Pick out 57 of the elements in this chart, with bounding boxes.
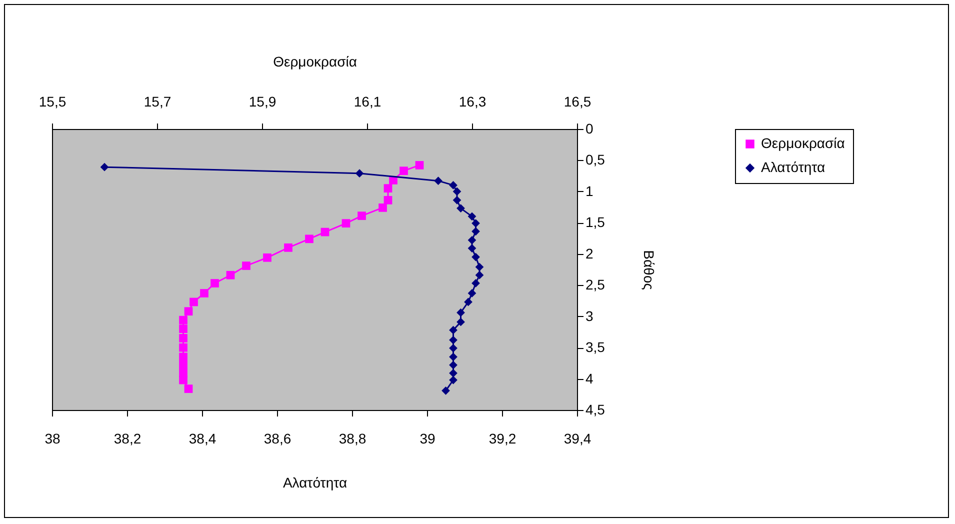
point [449,368,458,378]
y-tick-label: 4 [586,370,594,386]
x2-tick-label: 15,5 [38,94,66,110]
x2-axis-title: Θερμοκρασία [273,54,357,70]
point [449,360,458,370]
x-tick-label: 39,2 [488,430,516,446]
y-tick-label: 2 [586,245,594,262]
point [468,236,476,244]
legend-label: Θερμοκρασία [761,135,845,151]
point [452,196,462,204]
point [449,344,458,352]
point [100,162,109,172]
point [449,352,458,362]
point [468,244,476,252]
point [456,318,465,326]
point [456,204,465,212]
x2-tick-label: 15,9 [248,94,276,110]
y-tick-label: 3,5 [586,339,606,356]
legend-label: Αλατότητα [761,159,826,175]
point [449,326,458,334]
point [472,219,480,228]
y-tick-label: 1,5 [586,214,606,230]
x-tick-label: 38,2 [114,430,142,446]
point [456,308,465,317]
point [475,262,484,272]
point [355,169,364,178]
point [472,279,480,288]
point [472,227,480,236]
y-tick-label: 3 [586,308,594,324]
x2-tick-label: 16,5 [564,94,592,110]
x-axis-title: Αλατότητα [282,474,348,490]
point [449,336,458,344]
y-tick-label: 1 [586,182,594,199]
y-tick-label: 4,5 [586,402,606,418]
x-tick-label: 38,4 [188,430,216,446]
x2-tick-label: 16,1 [354,94,382,110]
x-tick-label: 38 [44,430,60,446]
point [468,289,476,298]
point [449,181,458,190]
x2-tick-label: 15,7 [144,94,172,110]
point [468,212,476,221]
x-tick-label: 39,4 [564,430,592,446]
point [452,187,462,196]
y-axis-title: Βάθος [640,250,657,290]
point [434,176,442,186]
y-tick-label: 0 [586,120,594,136]
y-tick-label: 0,5 [586,152,606,168]
point [442,386,450,395]
y-tick-label: 2,5 [586,276,606,293]
point [449,376,458,384]
x-tick-label: 39 [420,430,436,446]
point [472,252,480,262]
point [475,270,484,280]
point [464,298,472,306]
x-tick-label: 38,8 [338,430,366,446]
x-tick-label: 38,6 [264,430,292,446]
x2-tick-label: 16,3 [458,94,486,110]
